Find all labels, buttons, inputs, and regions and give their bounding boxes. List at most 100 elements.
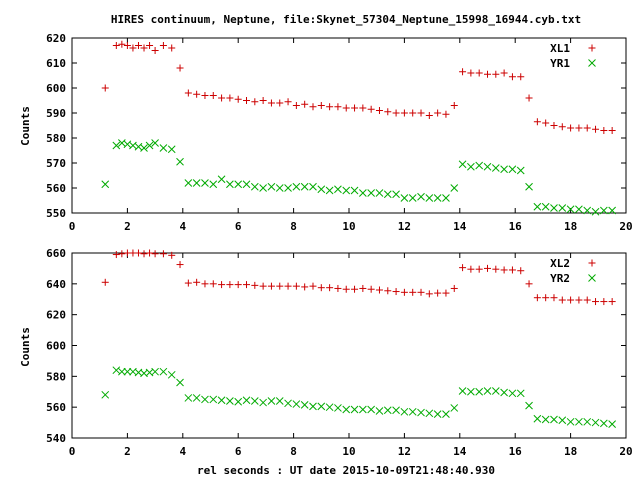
- bottom-xl2-point: [434, 289, 442, 297]
- top-yr1-point-b: [217, 175, 226, 184]
- top-xl1-point: [450, 102, 458, 109]
- bottom-yr2-point: [151, 367, 159, 376]
- top-yr1-point: [566, 205, 575, 214]
- bottom-yr2-point-b: [583, 417, 592, 426]
- top-x-tick-label: 6: [235, 220, 242, 233]
- bottom-yr2-point-b: [475, 387, 484, 396]
- top-yr1-point: [483, 162, 492, 171]
- bottom-yr2-point: [300, 401, 309, 409]
- bottom-xl2-point: [542, 294, 550, 302]
- bottom-xl2-point: [508, 266, 516, 274]
- bottom-yr2-point-b: [541, 415, 550, 424]
- top-yr1-point: [550, 204, 558, 212]
- top-yr1-point-b: [533, 202, 542, 211]
- top-yr1-point: [292, 182, 301, 191]
- bottom-xl2-point: [218, 281, 226, 289]
- bottom-xl2-point: [292, 282, 300, 290]
- top-x-tick-label: 18: [564, 220, 577, 233]
- bottom-xl2-point: [575, 296, 583, 304]
- top-yr1-point: [234, 180, 243, 189]
- top-yr1-point: [417, 192, 425, 201]
- top-yr1-point-b: [575, 205, 583, 214]
- top-yr1-point: [309, 182, 317, 191]
- top-y-tick-label: 560: [46, 182, 66, 195]
- bottom-yr2-point-b: [325, 403, 334, 412]
- bottom-yr2-point: [516, 389, 525, 398]
- bottom-yr2-point-b: [433, 410, 442, 418]
- top-yr1-point: [400, 194, 409, 202]
- top-xl1-point: [151, 47, 159, 54]
- top-xl1-point: [184, 89, 192, 97]
- top-x-tick-label: 20: [619, 220, 632, 233]
- bottom-yr2-point-b: [508, 389, 517, 398]
- bottom-yr2-point-b: [234, 397, 243, 406]
- top-yr1-point: [159, 144, 168, 152]
- top-yr1-point-b: [275, 184, 284, 192]
- top-yr1-point: [383, 190, 392, 199]
- bottom-yr2-point: [167, 370, 176, 379]
- bottom-legend-label-yr2: YR2: [550, 272, 570, 285]
- top-yr1-point-b: [608, 206, 617, 215]
- top-xl1-point: [123, 42, 131, 49]
- bottom-yr2-point: [467, 387, 475, 396]
- top-xl1-point: [592, 125, 600, 133]
- bottom-xl2-point: [600, 298, 608, 306]
- top-yr1-point: [250, 182, 259, 191]
- bottom-yr2-point-b: [575, 417, 583, 426]
- top-yr1-point: [334, 185, 342, 194]
- bottom-yr2-point: [383, 406, 392, 415]
- bottom-xl2-point: [342, 285, 350, 293]
- top-xl1-point: [425, 112, 433, 119]
- top-yr1-point-b: [367, 189, 376, 197]
- bottom-xl2-point: [251, 281, 259, 289]
- top-xl1-point: [159, 42, 167, 49]
- bottom-x-tick-label: 12: [398, 445, 411, 458]
- bottom-xl2-point: [517, 267, 525, 275]
- top-yr1-point: [392, 190, 400, 199]
- top-yr1-point: [358, 189, 367, 197]
- top-yr1-point-b: [408, 194, 417, 202]
- top-xl1-point: [600, 127, 608, 134]
- top-y-tick-label: 620: [46, 32, 66, 45]
- bottom-y-tick-label: 600: [46, 340, 66, 353]
- top-xl1-point: [375, 107, 383, 114]
- bottom-yr2-point: [367, 405, 376, 414]
- top-xl1-point: [146, 42, 154, 49]
- top-xl1-point: [301, 100, 309, 108]
- bottom-yr2-point: [101, 390, 110, 399]
- top-xl1-point: [508, 73, 516, 81]
- top-xl1-point: [575, 124, 583, 132]
- top-legend-marker-xl1: [588, 44, 596, 52]
- top-yr1-point: [300, 182, 309, 191]
- top-xl1-point: [351, 104, 359, 112]
- bottom-xl2-point: [168, 251, 176, 259]
- top-xl1-point: [367, 105, 375, 113]
- top-x-tick-label: 12: [398, 220, 411, 233]
- bottom-plot-frame: [71, 252, 627, 439]
- bottom-yr2-point-b: [300, 401, 309, 409]
- bottom-xl2-point: [417, 288, 425, 296]
- top-yr1-point-b: [392, 190, 400, 199]
- bottom-yr2-point-b: [566, 417, 575, 426]
- chart-title: HIRES continuum, Neptune, file:Skynet_57…: [111, 13, 581, 26]
- bottom-xl2-point: [334, 284, 342, 292]
- top-panel: 0 2 4 6 8 10 12 14 16 18 20 550 560 570 580 590 600 610 62…: [46, 32, 633, 233]
- bottom-yr2-point: [491, 387, 500, 395]
- bottom-xl2-point: [317, 284, 325, 292]
- top-yr1-point-b: [508, 165, 517, 174]
- top-xl1-point: [326, 103, 334, 111]
- top-xl1-point: [234, 95, 242, 103]
- top-y-tick-label: 580: [46, 132, 66, 145]
- top-xl1-point: [134, 42, 142, 49]
- top-yr1-point-b: [358, 189, 367, 197]
- bottom-xl2-point: [201, 280, 209, 288]
- bottom-xl2-point: [243, 281, 251, 289]
- bottom-xl2-point: [450, 284, 458, 292]
- top-yr1-point-b: [400, 194, 409, 202]
- bottom-yr2-point-b: [500, 388, 508, 397]
- bottom-yr2-point: [334, 404, 342, 412]
- bottom-xl2-point: [193, 278, 201, 286]
- top-yr1-point: [267, 182, 276, 191]
- bottom-yr2-point: [250, 397, 259, 405]
- top-xl1-point: [475, 69, 483, 77]
